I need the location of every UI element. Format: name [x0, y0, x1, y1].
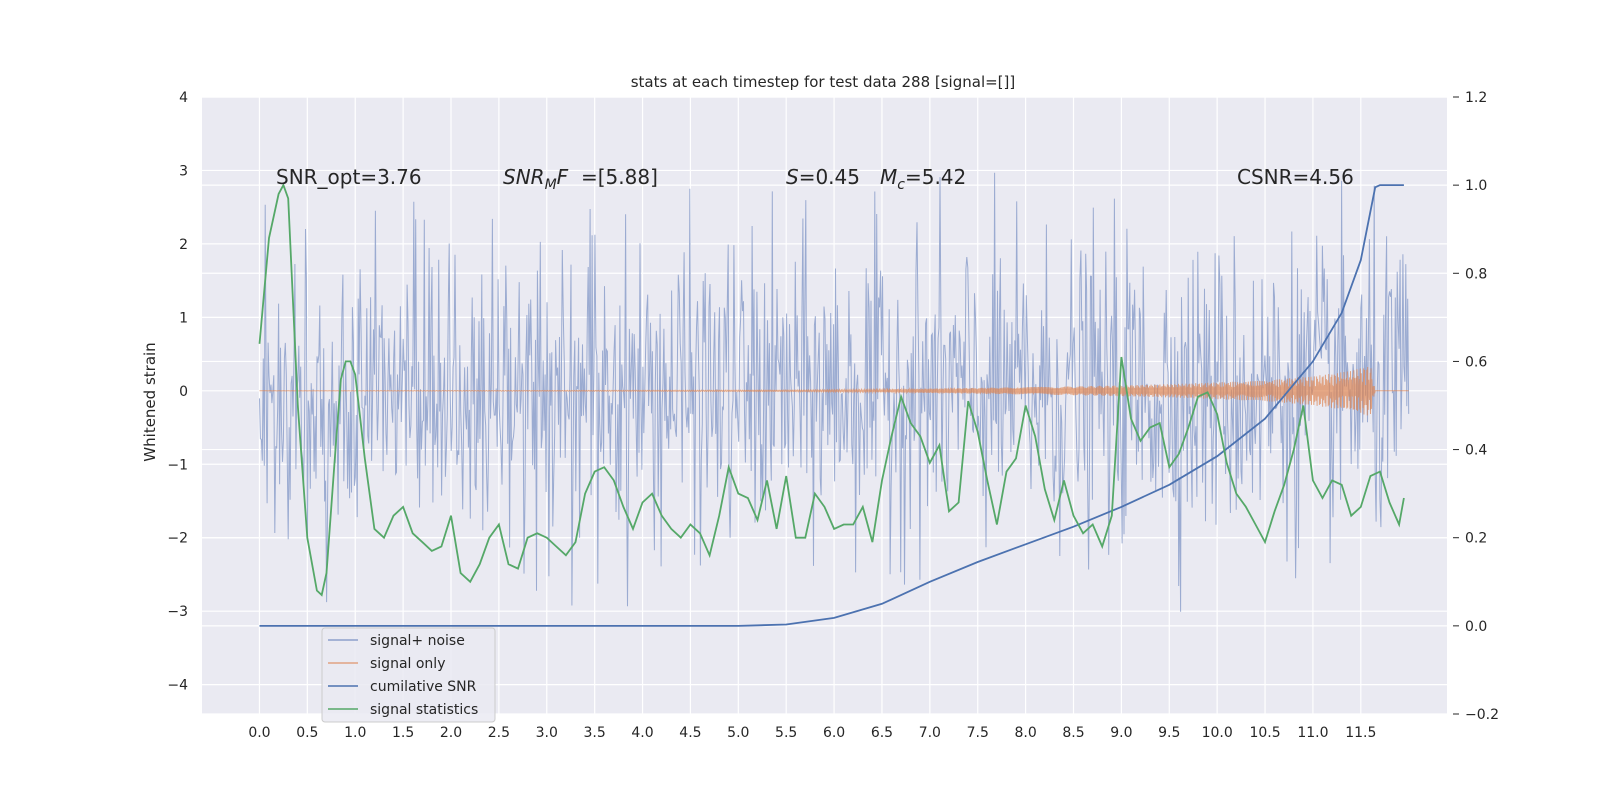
noise-line: [259, 172, 1410, 612]
signal-statistics-line: [258, 182, 1405, 597]
x-tick-label: 11.0: [1297, 725, 1328, 741]
noise-series: [259, 172, 1410, 612]
annotation-mc-sub: c: [897, 177, 905, 193]
y-tick-label-right: 1.2: [1465, 90, 1487, 106]
y-tick-label-left: 1: [179, 310, 188, 326]
y-tick-label-right: −0.2: [1465, 707, 1499, 723]
plot-area: [202, 97, 1447, 714]
y-tick-label-left: −1: [167, 457, 188, 473]
x-tick-label: 8.0: [1014, 725, 1036, 741]
y-axis-right: −0.2 0.0 0.2 0.4 0.6 0.8 1.0 1.2: [1453, 90, 1499, 723]
x-tick-label: 4.5: [679, 725, 701, 741]
annotation-csnr: CSNR=4.56: [1237, 165, 1354, 189]
cumulative-snr-line: [259, 184, 1404, 627]
annotation-snr-mf: SNRMF: [503, 165, 569, 193]
legend: signal+ noise signal only cumilative SNR…: [321, 627, 496, 723]
y-tick-label-left: 0: [179, 384, 188, 400]
annotation-s-value: =0.45: [799, 165, 860, 189]
legend-box: [321, 627, 496, 723]
x-tick-label: 11.5: [1345, 725, 1376, 741]
y-axis-label: Whitened strain: [141, 342, 159, 461]
annotation-snr-mf-value: =[5.88]: [581, 165, 658, 189]
y-tick-label-right: 0.8: [1465, 266, 1487, 282]
legend-label-signal: signal only: [370, 656, 445, 672]
annotation-s-label: S: [786, 165, 799, 189]
x-tick-label: 10.0: [1202, 725, 1233, 741]
x-tick-label: 5.5: [775, 725, 797, 741]
cumulative-snr-series: [259, 184, 1404, 627]
legend-label-csnr: cumilative SNR: [370, 679, 477, 695]
y-tick-label-left: 3: [179, 163, 188, 179]
y-tick-label-right: 0.2: [1465, 531, 1487, 547]
y-tick-label-right: 1.0: [1465, 178, 1487, 194]
x-tick-label: 2.5: [488, 725, 510, 741]
y-tick-label-right: 0.6: [1465, 354, 1487, 370]
x-tick-label: 10.5: [1249, 725, 1280, 741]
annotation-mc-value: =5.42: [905, 165, 966, 189]
annotation-snr-mf-main: SNR: [503, 165, 545, 189]
x-tick-label: 2.0: [440, 725, 462, 741]
x-axis: 0.0 0.5 1.0 1.5 2.0 2.5 3.0 3.5 4.0 4.5 5.0 5.5 6.0 6…: [248, 725, 1376, 741]
x-tick-label: 0.5: [296, 725, 318, 741]
x-tick-label: 3.5: [584, 725, 606, 741]
x-tick-label: 1.5: [392, 725, 414, 741]
signal-line: [259, 366, 1409, 416]
x-tick-label: 6.5: [871, 725, 893, 741]
y-tick-label-left: −2: [167, 531, 188, 547]
annotation-snr-mf-sub: M: [545, 177, 557, 193]
legend-label-stats: signal statistics: [370, 702, 478, 718]
chart-title: stats at each timestep for test data 288…: [631, 73, 1016, 91]
x-tick-label: 9.5: [1158, 725, 1180, 741]
x-tick-label: 1.0: [344, 725, 366, 741]
annotation-mc: Mc=5.42: [880, 165, 966, 193]
y-tick-label-right: 0.0: [1465, 619, 1487, 635]
y-tick-label-left: 4: [179, 90, 188, 106]
signal-statistics-series: [258, 182, 1405, 597]
x-tick-label: 7.0: [919, 725, 941, 741]
x-tick-label: 7.5: [967, 725, 989, 741]
y-axis-left: −4 −3 −2 −1 0 1 2 3 4: [167, 90, 188, 694]
x-tick-label: 8.5: [1062, 725, 1084, 741]
x-tick-label: 5.0: [727, 725, 749, 741]
annotation-s: S=0.45: [786, 165, 860, 189]
y-tick-label-left: 2: [179, 237, 188, 253]
x-tick-label: 9.0: [1110, 725, 1132, 741]
annotation-mc-label: M: [880, 165, 897, 189]
x-tick-label: 3.0: [536, 725, 558, 741]
x-tick-label: 6.0: [823, 725, 845, 741]
y-tick-label-left: −3: [167, 604, 188, 620]
x-tick-label: 0.0: [248, 725, 270, 741]
x-tick-label: 4.0: [631, 725, 653, 741]
legend-label-noise: signal+ noise: [370, 633, 465, 649]
annotation-snr-mf-F: F: [557, 165, 569, 189]
annotation-snr-opt: SNR_opt=3.76: [276, 165, 422, 189]
y-tick-label-left: −4: [167, 678, 188, 694]
y-tick-label-right: 0.4: [1465, 443, 1487, 459]
signal-series: [259, 366, 1409, 416]
